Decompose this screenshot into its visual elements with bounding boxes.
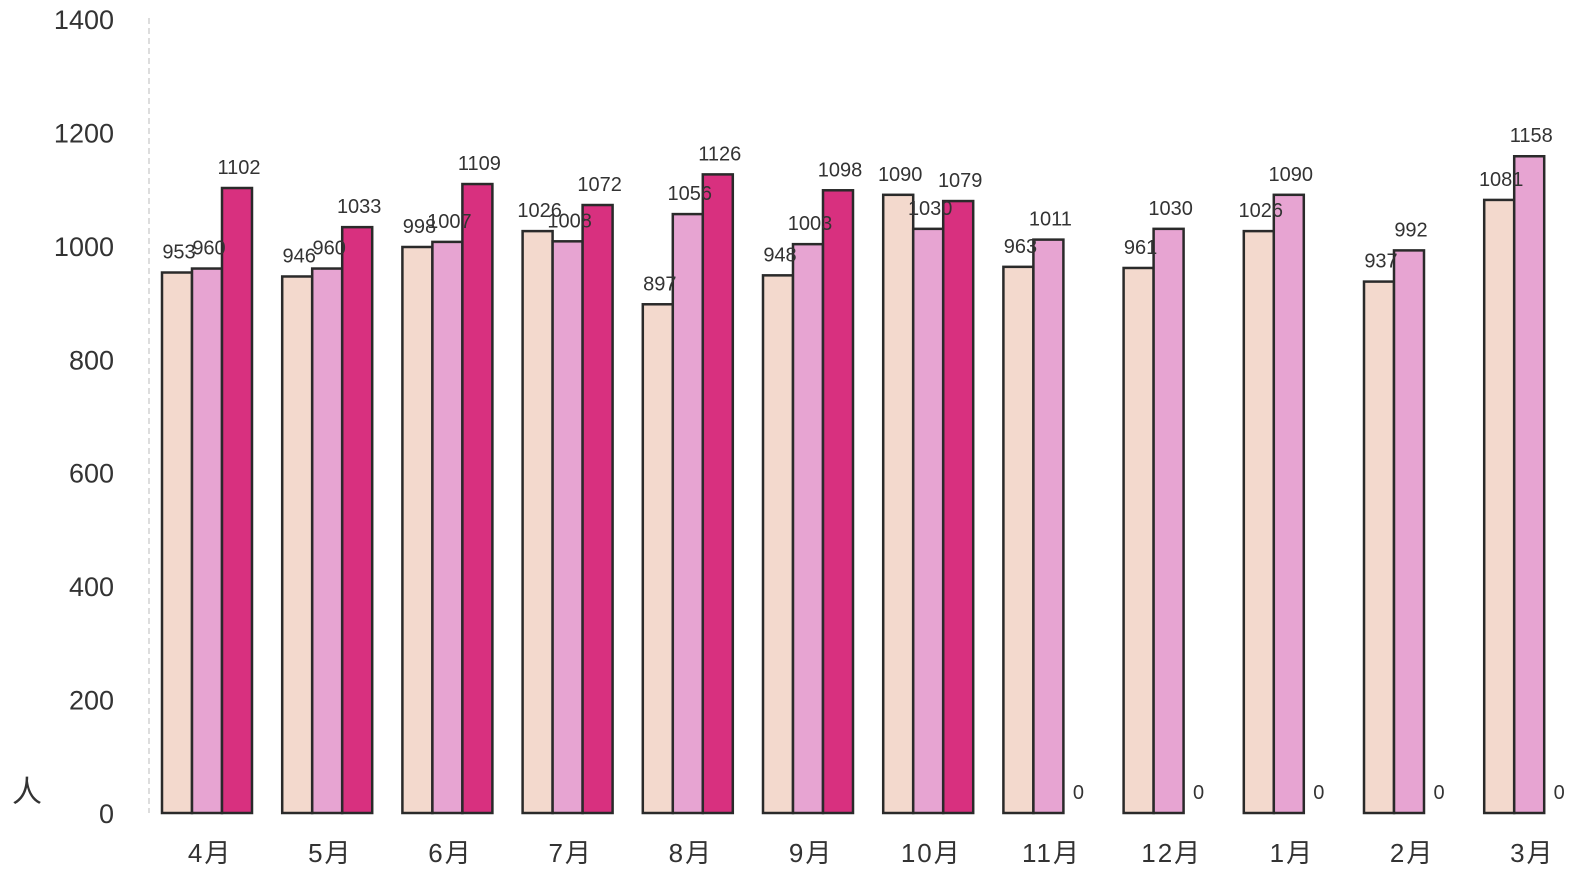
bar	[1362, 280, 1396, 815]
bar	[1512, 154, 1546, 815]
y-axis-unit-label: 人	[12, 776, 42, 809]
bar	[581, 203, 614, 815]
data-label: 1030	[908, 198, 953, 220]
data-label: 1033	[337, 196, 382, 218]
data-label: 1090	[1269, 164, 1314, 186]
bar	[1002, 265, 1035, 815]
bars	[160, 154, 1546, 815]
bar	[701, 173, 735, 815]
bar	[821, 189, 855, 815]
data-label: 1026	[517, 200, 562, 222]
bar	[1272, 193, 1306, 815]
bar	[881, 193, 915, 815]
data-label: 897	[643, 273, 676, 295]
bar	[641, 303, 675, 815]
x-tick-label: 4月	[188, 838, 232, 868]
bar	[310, 267, 344, 815]
data-label: 946	[283, 245, 316, 267]
x-tick-label: 5月	[308, 838, 352, 868]
bar	[1482, 198, 1516, 815]
y-tick-label: 0	[99, 799, 114, 829]
bar	[431, 240, 464, 815]
data-label: 1109	[458, 153, 501, 175]
x-tick-label: 3月	[1510, 838, 1554, 868]
bar	[340, 225, 374, 815]
bar	[1392, 249, 1426, 815]
bar	[521, 229, 554, 815]
data-label: 1102	[217, 157, 260, 179]
bar	[1242, 229, 1276, 815]
data-label: 1056	[668, 183, 713, 205]
data-label: 1003	[788, 213, 833, 235]
y-tick-label: 400	[69, 572, 114, 602]
x-tick-label: 1月	[1270, 838, 1314, 868]
data-label: 1026	[1239, 200, 1284, 222]
bar	[941, 199, 975, 815]
bar	[1152, 227, 1185, 815]
data-label: 953	[162, 242, 195, 264]
bar	[461, 182, 494, 815]
data-label: 0	[1073, 782, 1084, 804]
x-tick-label: 7月	[548, 838, 592, 868]
data-label: 1008	[547, 210, 592, 232]
bar	[551, 240, 584, 815]
data-label: 1072	[577, 174, 622, 196]
bar	[791, 242, 825, 815]
y-tick-label: 1200	[54, 118, 114, 148]
data-label: 937	[1364, 251, 1397, 273]
bar	[761, 274, 795, 815]
data-labels: 9539601102946960103399810071109102610081…	[162, 125, 1564, 804]
bar	[220, 186, 254, 815]
bar	[401, 245, 434, 815]
x-tick-label: 2月	[1390, 838, 1434, 868]
data-label: 0	[1193, 782, 1204, 804]
data-label: 1158	[1510, 125, 1553, 147]
bar	[280, 275, 314, 815]
y-tick-label: 800	[69, 345, 114, 375]
bar	[1122, 266, 1155, 815]
data-label: 1081	[1479, 169, 1524, 191]
bar	[1032, 238, 1065, 815]
y-axis: 0 200 400 600 800 1000 1200 1400	[54, 5, 150, 829]
y-tick-label: 1400	[54, 5, 114, 35]
data-label: 998	[403, 216, 436, 238]
data-label: 963	[1004, 236, 1037, 258]
y-tick-label: 1000	[54, 232, 114, 262]
data-label: 1098	[818, 159, 863, 181]
y-tick-label: 600	[69, 459, 114, 489]
data-label: 961	[1124, 237, 1157, 259]
data-label: 0	[1433, 782, 1444, 804]
x-tick-label: 12月	[1141, 838, 1202, 868]
data-label: 948	[763, 244, 796, 266]
data-label: 1007	[427, 211, 472, 233]
data-label: 1030	[1148, 198, 1193, 220]
bar	[911, 227, 945, 815]
y-tick-label: 200	[69, 686, 114, 716]
x-tick-label: 11月	[1022, 838, 1081, 868]
x-tick-label: 6月	[428, 838, 472, 868]
data-label: 1126	[698, 143, 741, 165]
bar	[671, 212, 705, 815]
bar	[190, 267, 224, 815]
x-tick-label: 10月	[901, 838, 962, 868]
data-label: 1079	[938, 170, 983, 192]
data-label: 0	[1313, 782, 1324, 804]
x-axis: 4月 5月 6月 7月 8月 9月 10月 11月 12月 1月 2月 3月	[188, 838, 1554, 868]
data-label: 1090	[878, 164, 923, 186]
data-label: 1011	[1029, 209, 1072, 231]
bar	[160, 271, 194, 815]
data-label: 960	[313, 238, 346, 260]
data-label: 960	[192, 238, 225, 260]
x-tick-label: 9月	[789, 838, 833, 868]
data-label: 992	[1394, 219, 1427, 241]
data-label: 0	[1554, 782, 1565, 804]
x-tick-label: 8月	[669, 838, 713, 868]
